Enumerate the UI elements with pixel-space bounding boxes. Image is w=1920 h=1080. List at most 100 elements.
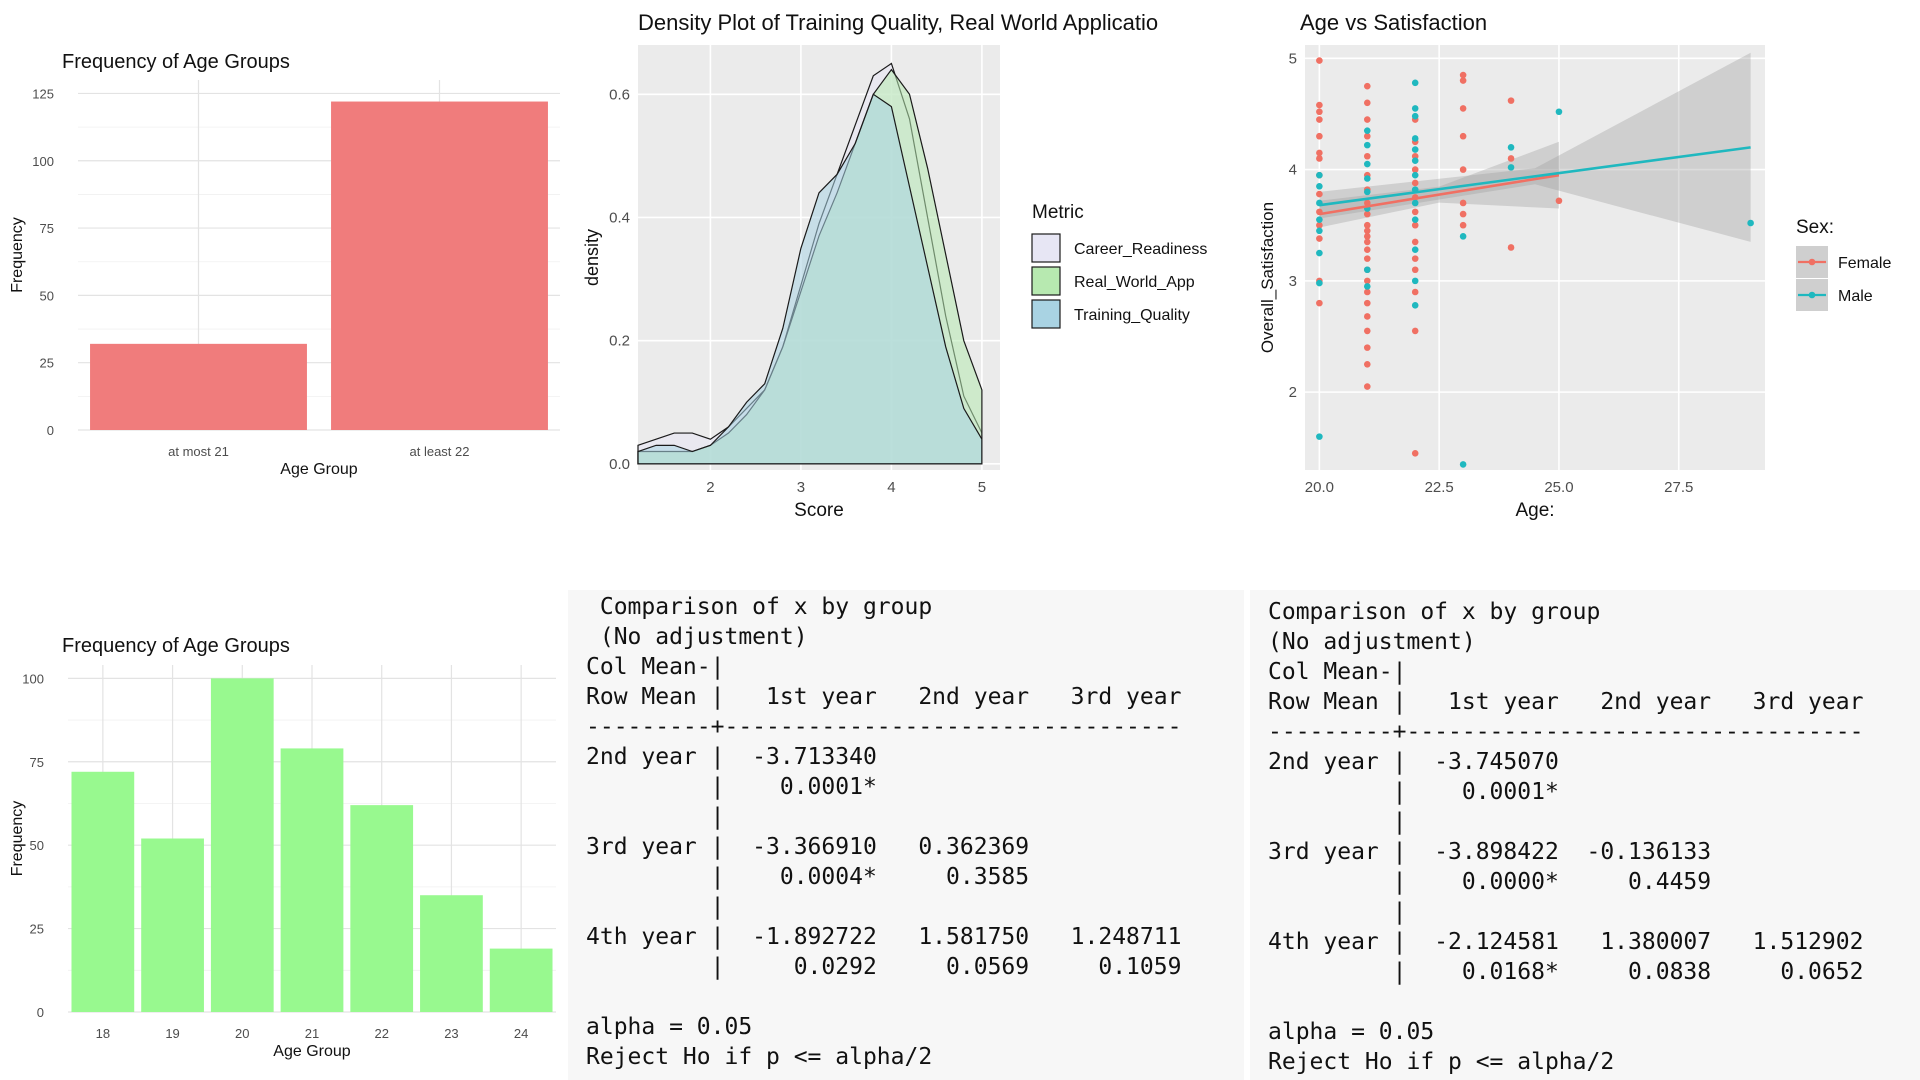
point-Male	[1411, 302, 1419, 309]
point-Male	[1507, 164, 1515, 171]
point-Male	[1363, 141, 1371, 149]
point-Female	[1363, 99, 1371, 107]
point-Female	[1363, 255, 1371, 262]
x-tick-label: 27.5	[1664, 479, 1693, 496]
legend-swatch	[1031, 266, 1061, 296]
legend-label: Real_World_App	[1074, 274, 1195, 291]
chart-title: Age vs Satisfaction	[1300, 10, 1487, 35]
y-tick-label: 0	[47, 423, 54, 438]
y-tick-label: 75	[40, 221, 54, 236]
point-Female	[1507, 97, 1515, 104]
y-tick-label: 100	[22, 671, 44, 686]
point-Female	[1459, 166, 1467, 173]
point-Male	[1411, 135, 1419, 142]
y-tick-label: 4	[1289, 162, 1297, 179]
y-tick-label: 0.4	[609, 209, 630, 226]
point-Female	[1411, 221, 1419, 229]
y-tick-label: 25	[30, 922, 44, 937]
x-tick-label: 19	[165, 1026, 179, 1041]
point-Male	[1747, 219, 1754, 227]
y-tick-label: 0.2	[609, 333, 630, 350]
point-Female	[1411, 450, 1419, 457]
point-Male	[1363, 160, 1371, 168]
point-Male	[1316, 171, 1323, 179]
point-Female	[1363, 327, 1371, 335]
point-Male	[1411, 157, 1419, 165]
point-Female	[1363, 299, 1371, 307]
density-Training_Quality	[637, 93, 983, 465]
point-Female	[1363, 313, 1371, 320]
bar-18	[71, 771, 135, 1012]
x-tick-label: 20	[235, 1026, 249, 1041]
point-Female	[1459, 132, 1467, 140]
confidence-band	[1319, 52, 1751, 242]
bar-at-most-21	[90, 343, 307, 430]
legend-swatch	[1031, 233, 1061, 263]
comparison-panel-left: Comparison of x by group (No adjustment)…	[568, 590, 1244, 1080]
legend-label: Career_Readiness	[1074, 241, 1207, 258]
y-tick-label: 50	[30, 838, 44, 853]
point-Male	[1411, 246, 1419, 254]
point-Female	[1363, 221, 1371, 229]
point-Female	[1411, 238, 1419, 246]
point-Male	[1363, 188, 1371, 196]
legend-label: Training_Quality	[1074, 307, 1190, 324]
point-Female	[1316, 155, 1323, 162]
point-Female	[1363, 227, 1371, 235]
point-Male	[1363, 266, 1371, 274]
point-Female	[1316, 190, 1323, 198]
point-Female	[1507, 244, 1515, 251]
point-Female	[1316, 116, 1323, 123]
y-tick-label: 2	[1289, 384, 1297, 401]
x-tick-label: 22	[374, 1026, 388, 1041]
point-Female	[1316, 149, 1323, 157]
point-Female	[1363, 116, 1371, 123]
point-Female	[1459, 105, 1467, 112]
point-Female	[1363, 246, 1371, 254]
point-Female	[1459, 77, 1467, 84]
y-tick-label: 3	[1289, 273, 1297, 290]
point-Male	[1411, 105, 1419, 112]
point-Male	[1411, 277, 1419, 285]
point-Male	[1411, 171, 1419, 179]
point-Female	[1363, 132, 1371, 140]
y-tick-label: 75	[30, 755, 44, 770]
point-Female	[1363, 238, 1371, 246]
point-Female	[1316, 108, 1323, 116]
point-Female	[1316, 221, 1323, 229]
point-Female	[1459, 221, 1467, 229]
point-Male	[1459, 233, 1467, 240]
x-tick-label: 2	[706, 479, 714, 496]
point-Female	[1363, 344, 1371, 351]
point-Male	[1411, 112, 1419, 120]
point-Female	[1363, 210, 1371, 218]
legend-title: Sex:	[1796, 217, 1834, 238]
point-Male	[1316, 182, 1323, 190]
x-tick-label: 5	[978, 479, 986, 496]
point-Male	[1316, 227, 1323, 235]
point-Male	[1363, 127, 1371, 134]
y-axis-label: density	[582, 229, 602, 286]
confidence-band	[1319, 141, 1559, 228]
point-Male	[1316, 216, 1323, 223]
x-axis-label: Age:	[1515, 500, 1554, 521]
point-Female	[1555, 197, 1563, 205]
point-Female	[1363, 361, 1371, 368]
chart-title: Frequency of Age Groups	[62, 51, 290, 73]
x-tick-label: 25.0	[1544, 479, 1573, 496]
x-axis-label: Age Group	[273, 1043, 350, 1060]
point-Female	[1316, 57, 1323, 64]
point-Female	[1459, 210, 1467, 218]
x-tick-label: 23	[444, 1026, 458, 1041]
point-Female	[1316, 132, 1323, 140]
point-Female	[1363, 383, 1371, 390]
legend-key-point	[1808, 291, 1816, 299]
bar-22	[350, 805, 414, 1012]
legend-swatch	[1031, 299, 1061, 329]
y-tick-label: 0.0	[609, 456, 630, 473]
point-Female	[1459, 199, 1467, 207]
point-Male	[1555, 108, 1563, 116]
legend-title: Metric	[1032, 202, 1084, 223]
y-axis-label: Overall_Satisfaction	[1258, 202, 1277, 353]
